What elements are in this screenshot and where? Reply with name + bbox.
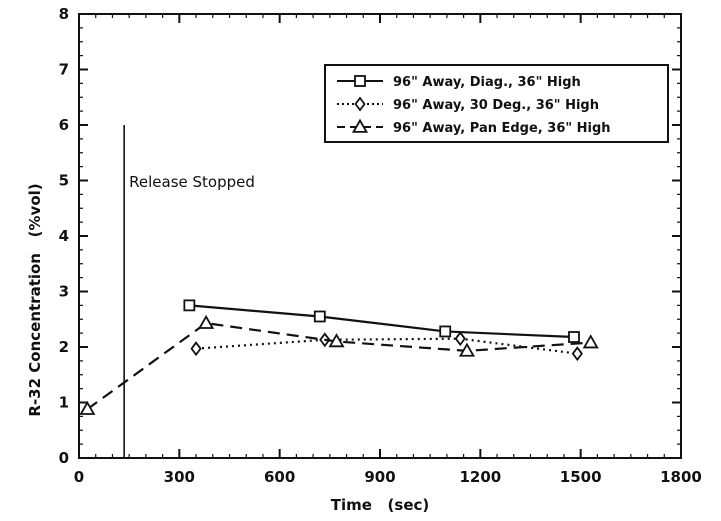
x-tick-label: 0 xyxy=(74,468,84,486)
legend-marker-square xyxy=(354,75,366,87)
data-point-square xyxy=(439,325,452,338)
x-tick-label: 1800 xyxy=(660,468,702,486)
legend-marker-diamond xyxy=(354,96,366,112)
y-tick-label: 5 xyxy=(59,172,69,190)
data-point-square xyxy=(313,310,326,323)
x-axis-title: Time (sec) xyxy=(331,496,430,514)
data-point-triangle xyxy=(79,400,96,415)
x-tick-label: 600 xyxy=(264,468,295,486)
legend-label-2: 96" Away, 30 Deg., 36" High xyxy=(393,98,599,113)
x-axis: 0 300 600 900 1200 1500 1800 xyxy=(74,14,702,486)
annotation-layer: Release Stopped xyxy=(123,125,255,458)
y-axis: 0 1 2 3 4 5 6 7 8 xyxy=(59,5,681,467)
x-tick-label: 300 xyxy=(164,468,195,486)
data-point-square xyxy=(568,331,580,343)
data-point-diamond xyxy=(454,331,466,347)
data-point-square xyxy=(183,299,196,312)
y-tick-label: 1 xyxy=(59,394,69,412)
data-point-triangle xyxy=(198,314,215,329)
legend-label-1: 96" Away, Diag., 36" High xyxy=(393,75,581,90)
x-tick-label: 900 xyxy=(364,468,395,486)
x-tick-label: 1500 xyxy=(560,468,602,486)
series-line-3 xyxy=(86,321,591,411)
y-tick-label: 6 xyxy=(59,116,69,134)
y-tick-label: 4 xyxy=(59,227,69,245)
x-tick-label: 1200 xyxy=(459,468,501,486)
data-point-triangle xyxy=(582,334,599,349)
release-stopped-label: Release Stopped xyxy=(129,173,255,191)
data-point-diamond xyxy=(190,341,202,357)
legend-label-3: 96" Away, Pan Edge, 36" High xyxy=(393,121,611,136)
y-tick-label: 7 xyxy=(59,61,69,79)
y-tick-label: 3 xyxy=(59,283,69,301)
data-point-triangle xyxy=(328,333,345,348)
y-tick-label: 0 xyxy=(59,449,69,467)
series-3 xyxy=(79,314,599,415)
data-point-diamond xyxy=(571,346,583,362)
series-1 xyxy=(183,299,580,343)
y-axis-title: R-32 Concentration (%vol) xyxy=(26,183,44,416)
series-layer xyxy=(79,299,599,415)
data-point-triangle xyxy=(458,342,476,357)
series-line-1 xyxy=(189,304,575,339)
y-tick-label: 2 xyxy=(59,338,69,356)
legend-marker-triangle xyxy=(351,118,369,133)
legend: 96" Away, Diag., 36" High 96" Away, 30 De… xyxy=(324,64,669,143)
y-tick-label: 8 xyxy=(59,5,69,23)
